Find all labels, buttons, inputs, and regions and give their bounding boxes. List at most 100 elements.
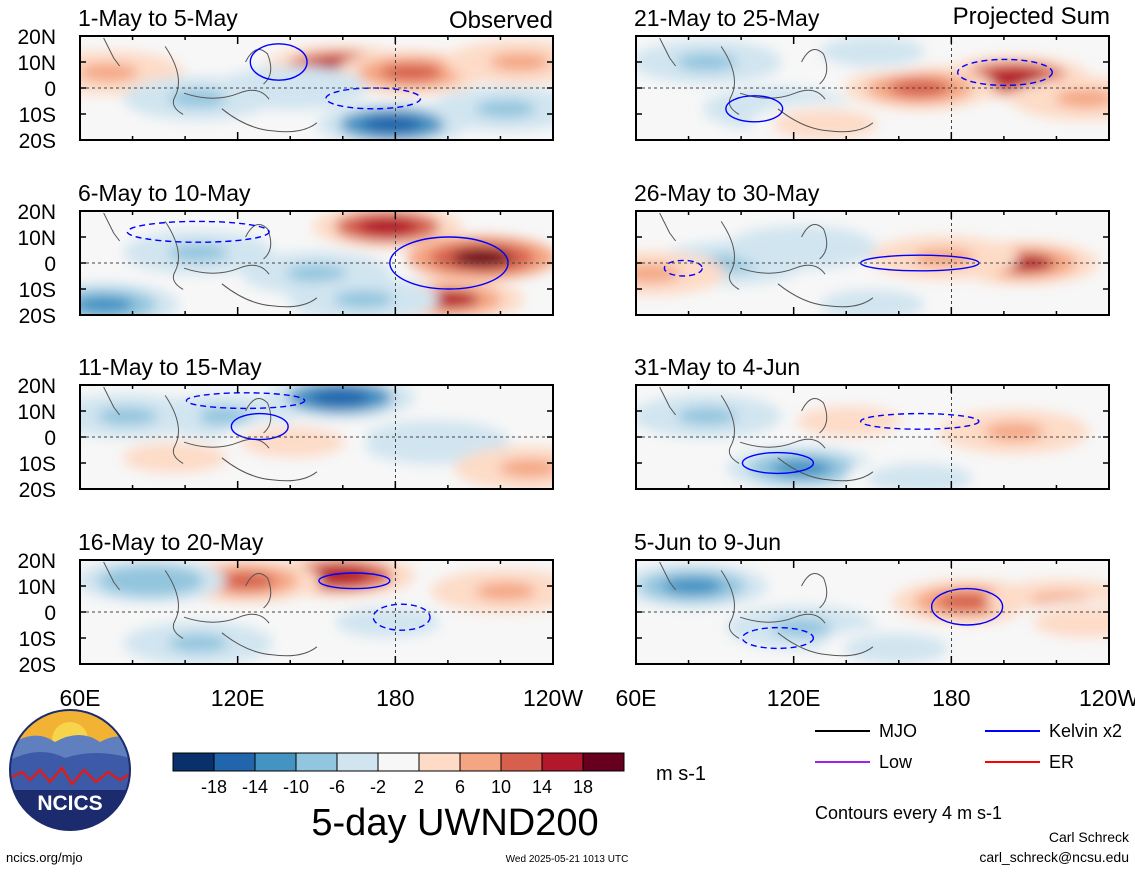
colorbar-tick-label: 2 <box>414 777 424 797</box>
shading-blob <box>489 53 550 71</box>
shading-blob <box>818 412 879 431</box>
colorbar-swatch <box>541 752 584 772</box>
coastline <box>103 386 318 482</box>
panel-title: 5-Jun to 9-Jun <box>634 529 781 555</box>
kelvin-contour <box>325 87 422 110</box>
panel-title: 1-May to 5-May <box>78 5 238 31</box>
legend-label: MJO <box>879 721 917 741</box>
shading-blob <box>662 577 723 595</box>
shading-blob <box>381 63 442 82</box>
panel-title: 16-May to 20-May <box>78 529 264 555</box>
shading-blob <box>168 243 229 262</box>
shading-blob <box>310 566 371 585</box>
x-tick-label: 120W <box>523 685 583 711</box>
colorbar-swatch <box>213 752 256 772</box>
colorbar-swatch <box>418 752 461 772</box>
shading-blob <box>144 449 205 467</box>
contour-note: Contours every 4 m s-1 <box>815 803 1002 823</box>
colorbar-swatch <box>172 752 215 772</box>
colorbar-swatch <box>500 752 543 772</box>
x-tick-label: 120E <box>767 685 821 711</box>
shading-blob <box>842 295 903 314</box>
colorbar-swatch <box>459 752 502 772</box>
y-tick-label: 0 <box>44 78 56 101</box>
shading-blob <box>97 407 158 426</box>
y-tick-label: 20S <box>19 479 56 502</box>
shading-blob <box>262 433 323 452</box>
shading-blob <box>771 618 832 637</box>
kelvin-contour <box>725 95 784 123</box>
shading-blob <box>357 613 418 632</box>
x-tick-labels: 60E 120E 180 120W 60E 120E 180 120W <box>60 685 1135 711</box>
panel: 11-May to 15-May <box>78 354 554 490</box>
colorbar-swatch <box>377 752 420 772</box>
x-tick-label: 120W <box>1079 685 1135 711</box>
colorbar-swatch <box>336 752 379 772</box>
kelvin-contour <box>318 572 391 590</box>
colorbar-tick-label: -6 <box>329 777 345 797</box>
kelvin-contour <box>185 392 306 410</box>
panel: 21-May to 25-May <box>634 5 1110 141</box>
shading-blob <box>286 264 347 283</box>
y-tick-label: 10N <box>17 401 56 424</box>
x-tick-label: 180 <box>932 685 970 711</box>
kelvin-contour <box>930 587 1004 626</box>
shading-blob <box>120 572 181 590</box>
y-tick-label: 10S <box>19 104 56 127</box>
shading-blob <box>1055 613 1109 632</box>
y-tick-label: 10S <box>19 279 56 302</box>
column-label-projected: Projected Sum <box>953 3 1110 30</box>
shading-blob <box>333 290 394 309</box>
colorbar-tick-label: 10 <box>491 777 511 797</box>
shading-blob <box>362 115 423 134</box>
shading-blob <box>452 248 513 267</box>
colorbar-tick-label: 6 <box>455 777 465 797</box>
colorbar-swatch <box>295 752 338 772</box>
shading-blob <box>913 248 974 267</box>
y-tick-label: 20N <box>17 201 56 224</box>
kelvin-contour <box>859 412 980 430</box>
shading-blob <box>1055 89 1109 108</box>
y-tick-label: 20S <box>19 305 56 328</box>
main-title: 5-day UWND200 <box>311 802 598 844</box>
kelvin-contour <box>126 220 270 243</box>
panel: 16-May to 20-May <box>78 529 554 665</box>
panel-title: 6-May to 10-May <box>78 180 251 206</box>
coastline <box>659 561 874 657</box>
kelvin-contour <box>249 43 308 81</box>
column-label-observed: Observed <box>449 7 553 34</box>
shading-blob <box>404 433 465 452</box>
shading-blob <box>168 634 229 652</box>
y-tick-label: 0 <box>44 253 56 276</box>
colorbar: -18 -14 -10 -6 -2 2 6 10 14 18 <box>172 752 625 797</box>
y-tick-label: 10N <box>17 52 56 75</box>
kelvin-contour <box>956 58 1053 87</box>
y-tick-label: 20N <box>17 26 56 49</box>
colorbar-tick-label: -2 <box>370 777 386 797</box>
x-tick-label: 60E <box>616 685 657 711</box>
kelvin-contour <box>663 259 703 277</box>
legend: MJO Kelvin x2 Low ER <box>815 721 1122 772</box>
colorbar-swatch <box>582 752 625 772</box>
units-label: m s-1 <box>656 763 706 785</box>
coastline <box>103 212 318 308</box>
x-tick-label: 120E <box>211 685 265 711</box>
shading-blob <box>357 217 418 236</box>
shading-blob <box>636 264 681 283</box>
coastline <box>103 561 318 657</box>
shading-blob <box>889 469 950 488</box>
shading-blob <box>80 63 139 82</box>
shading-blob <box>676 407 737 426</box>
kelvin-contour <box>741 451 815 475</box>
logo-text: NCICS <box>37 792 102 815</box>
y-tick-label: 20S <box>19 654 56 677</box>
shading-blob <box>937 592 998 611</box>
kelvin-contour <box>372 603 431 631</box>
shading-blob <box>771 238 832 257</box>
panel: 31-May to 4-Jun <box>634 354 1110 490</box>
kelvin-contour <box>230 412 289 441</box>
shading-blob <box>191 407 252 426</box>
y-tick-labels: 20N 10N 0 10S 20S 20N 10N 0 10S 20S 20N 10N 0 10S 20S 2… <box>17 26 56 677</box>
colorbar-swatch <box>254 752 297 772</box>
panel-title: 31-May to 4-Jun <box>634 354 800 380</box>
